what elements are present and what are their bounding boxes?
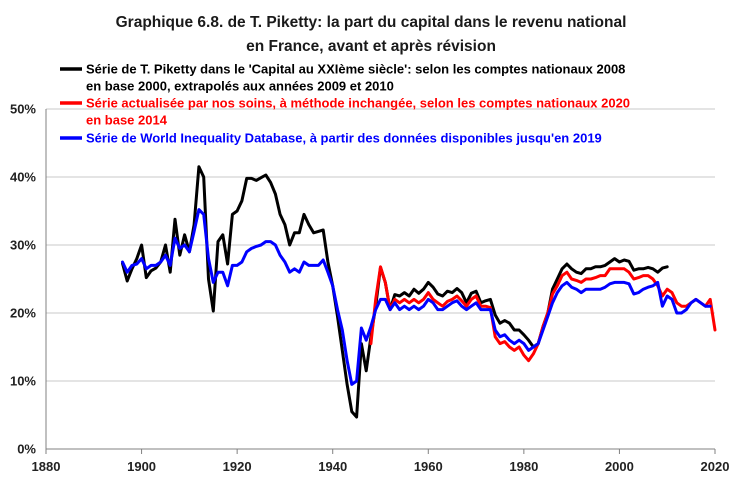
chart-title-line-2: en France, avant et après révision	[246, 38, 496, 55]
legend-label-piketty-line-1: Série de T. Piketty dans le 'Capital au …	[86, 62, 625, 77]
axes: 0% 10% 20% 30% 40% 50% 1880 1900 1920 1940 1960 198…	[10, 102, 729, 475]
series-lines	[121, 165, 717, 419]
x-tick-label-1980: 1980	[509, 459, 538, 474]
x-tick-label-2020: 2020	[701, 459, 730, 474]
y-tick-label-30: 30%	[10, 238, 36, 253]
x-tick-label-1900: 1900	[127, 459, 156, 474]
x-tick-label-2000: 2000	[605, 459, 634, 474]
series-line-piketty	[121, 165, 669, 419]
legend-label-piketty-line-2: en base 2000, extrapolés aux années 2009…	[86, 79, 394, 94]
series-line-revised	[369, 265, 717, 363]
x-tick-label-1920: 1920	[223, 459, 252, 474]
chart-title-line-1: Graphique 6.8. de T. Piketty: la part du…	[116, 14, 627, 31]
x-tick-label-1940: 1940	[318, 459, 347, 474]
y-tick-label-20: 20%	[10, 306, 36, 321]
y-tick-label-50: 50%	[10, 102, 36, 117]
y-tick-label-0: 0%	[17, 442, 36, 457]
legend-label-wid: Série de World Inequality Database, à pa…	[86, 131, 602, 146]
gridlines	[46, 108, 715, 382]
legend-label-revised-line-1: Série actualisée par nos soins, à méthod…	[86, 96, 630, 111]
x-tick-label-1960: 1960	[414, 459, 443, 474]
series-line-wid	[121, 208, 712, 386]
y-tick-label-10: 10%	[10, 374, 36, 389]
y-tick-label-40: 40%	[10, 170, 36, 185]
legend: Série de T. Piketty dans le 'Capital au …	[60, 62, 630, 146]
legend-label-revised-line-2: en base 2014	[86, 113, 168, 128]
x-tick-label-1880: 1880	[32, 459, 61, 474]
